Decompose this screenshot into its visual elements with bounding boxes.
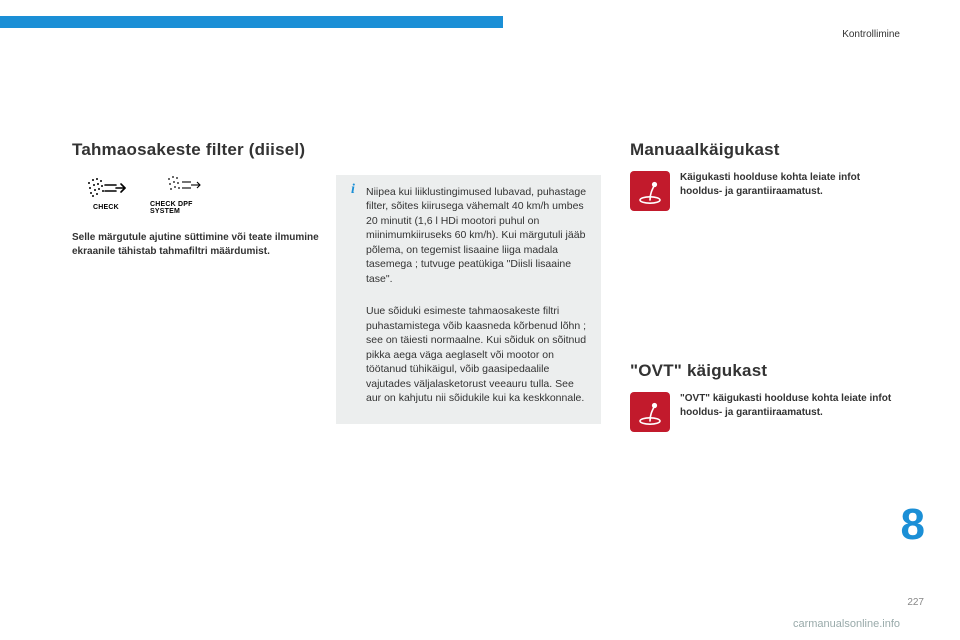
- info-box: i Niipea kui liiklustingimused lubavad, …: [336, 175, 601, 424]
- top-accent-bar: [0, 16, 503, 28]
- ovt-gearbox-row: "OVT" käigukasti hoolduse kohta leiate i…: [630, 392, 900, 432]
- ovt-gearbox-title: "OVT" käigukast: [630, 361, 900, 381]
- manual-gearbox-title: Manuaalkäigukast: [630, 140, 900, 160]
- dpf-system-icon-label: CHECK DPF SYSTEM: [150, 201, 218, 215]
- footer-watermark: carmanualsonline.info: [793, 618, 900, 630]
- info-box-column: i Niipea kui liiklustingimused lubavad, …: [336, 175, 601, 424]
- ovt-gearbox-section: "OVT" käigukast "OVT" käigukasti hooldus…: [630, 361, 900, 432]
- info-box-para-1: Niipea kui liiklustingimused lubavad, pu…: [366, 185, 589, 286]
- header-section-label: Kontrollimine: [842, 29, 900, 40]
- dpf-indicator-icons: CHECK CHECK DPF SYSTEM: [72, 171, 322, 215]
- info-box-para-2: Uue sõiduki esimeste tahmaosakeste filtr…: [366, 304, 589, 405]
- dpf-check-icon: CHECK: [72, 171, 140, 215]
- diesel-filter-caption: Selle märgutule ajutine süttimine või te…: [72, 231, 322, 258]
- page: Kontrollimine Tahmaosakeste filter (diis…: [0, 0, 960, 640]
- chapter-number: 8: [901, 500, 925, 550]
- gear-lever-icon: [630, 392, 670, 432]
- manual-gearbox-row: Käigukasti hoolduse kohta leiate infot h…: [630, 171, 900, 211]
- gearbox-column: Manuaalkäigukast Käigukasti hoolduse koh…: [630, 140, 900, 432]
- diesel-filter-section: Tahmaosakeste filter (diisel): [72, 140, 322, 258]
- page-number: 227: [907, 597, 924, 608]
- info-icon: i: [346, 182, 360, 196]
- dpf-system-icon: CHECK DPF SYSTEM: [150, 171, 218, 215]
- manual-gearbox-section: Manuaalkäigukast Käigukasti hoolduse koh…: [630, 140, 900, 211]
- dpf-check-icon-label: CHECK: [93, 204, 119, 211]
- diesel-filter-title: Tahmaosakeste filter (diisel): [72, 140, 322, 160]
- ovt-gearbox-text: "OVT" käigukasti hoolduse kohta leiate i…: [680, 392, 900, 419]
- manual-gearbox-text: Käigukasti hoolduse kohta leiate infot h…: [680, 171, 900, 198]
- gear-lever-icon: [630, 171, 670, 211]
